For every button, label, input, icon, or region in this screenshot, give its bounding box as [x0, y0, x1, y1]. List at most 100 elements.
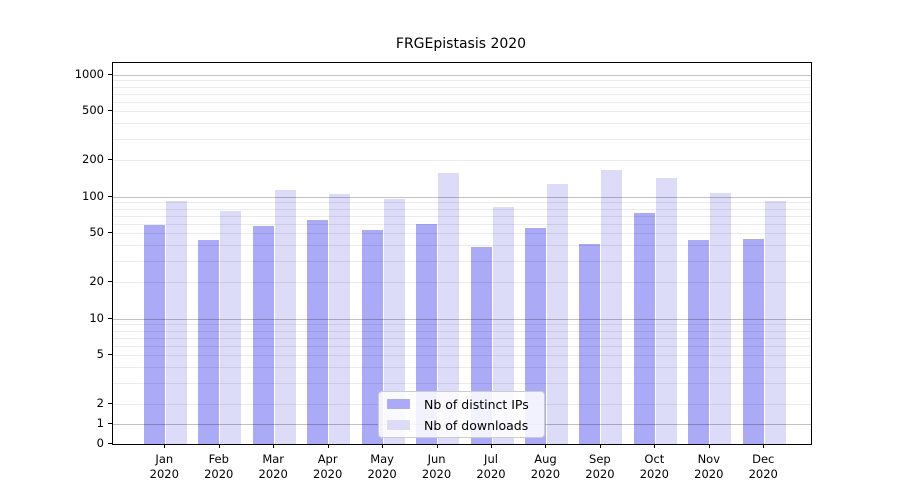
x-tick-mark [382, 444, 384, 448]
bar-downloads [601, 170, 623, 444]
x-tick-month: Feb [208, 452, 229, 466]
x-tick-year: 2020 [258, 467, 288, 481]
x-tick-mark [708, 444, 710, 448]
bar-downloads [165, 200, 187, 444]
y-tick-mark [108, 443, 112, 444]
legend-label: Nb of downloads [424, 417, 529, 433]
x-tick-month: Jun [427, 452, 446, 466]
y-tick-mark [108, 73, 112, 75]
bar-distinct-ips [252, 225, 274, 444]
x-tick-label: Apr 2020 [301, 452, 355, 482]
x-tick-month: Nov [697, 452, 721, 466]
x-tick-label: Nov 2020 [682, 452, 736, 482]
x-tick-year: 2020 [530, 467, 561, 481]
x-tick-year: 2020 [639, 467, 669, 481]
y-tick-mark [108, 110, 112, 112]
y-tick-label: 10 [89, 310, 104, 325]
y-tick-label: 0 [96, 436, 104, 450]
gridline-minor [113, 223, 811, 225]
gridline-minor [113, 93, 811, 95]
bar-distinct-ips [633, 213, 655, 444]
y-tick-mark [108, 423, 112, 424]
x-tick-month: Mar [262, 452, 285, 466]
bar-downloads [764, 201, 786, 444]
bar-distinct-ips [198, 240, 220, 444]
x-tick-label: Sep 2020 [573, 452, 627, 482]
x-tick-label: Jan 2020 [137, 452, 191, 482]
bar-distinct-ips [688, 240, 710, 444]
legend: Nb of distinct IPs Nb of downloads [378, 391, 545, 438]
y-tick-mark [108, 317, 112, 319]
y-tick-mark [108, 354, 112, 356]
legend-item: Nb of downloads [379, 416, 544, 434]
x-tick-label: Mar 2020 [246, 452, 300, 482]
y-tick-label: 1000 [74, 66, 104, 81]
legend-label: Nb of distinct IPs [424, 396, 529, 412]
x-tick-mark [763, 444, 765, 448]
x-tick-month: Apr [317, 452, 338, 466]
y-tick-mark [108, 403, 112, 404]
legend-item: Nb of distinct IPs [379, 395, 544, 413]
x-tick-year: 2020 [694, 467, 724, 481]
gridline-minor [113, 233, 811, 235]
x-tick-month: Aug [534, 452, 557, 466]
x-tick-month: Jul [484, 452, 498, 466]
x-tick-month: Jan [155, 452, 174, 466]
chart-title: FRGEpistasis 2020 [395, 36, 527, 52]
bar-distinct-ips [579, 243, 601, 444]
gridline-minor [113, 208, 811, 210]
bar-downloads [655, 178, 677, 444]
gridline-minor [113, 202, 811, 204]
x-tick-label: Aug 2020 [518, 452, 572, 482]
x-tick-year: 2020 [585, 467, 615, 481]
x-tick-mark [218, 444, 220, 448]
bar-distinct-ips [307, 220, 329, 444]
y-tick-label: 1 [96, 416, 104, 430]
x-tick-label: Jun 2020 [410, 452, 464, 482]
x-tick-label: Jul 2020 [464, 452, 518, 482]
plot-area [112, 62, 812, 445]
y-tick-label: 500 [82, 103, 104, 118]
x-tick-label: Dec 2020 [736, 452, 790, 482]
gridline-minor [113, 101, 811, 103]
x-tick-year: 2020 [367, 467, 397, 481]
bar-downloads [546, 184, 568, 444]
x-tick-month: Oct [644, 452, 665, 466]
x-tick-month: Sep [589, 452, 611, 466]
x-tick-year: 2020 [421, 467, 452, 481]
y-tick-label: 200 [82, 152, 104, 166]
bar-downloads [438, 172, 460, 444]
x-tick-mark [164, 444, 166, 448]
y-tick-mark [108, 232, 112, 234]
gridline-minor [113, 111, 811, 113]
x-tick-year: 2020 [204, 467, 234, 481]
x-tick-year: 2020 [476, 467, 506, 481]
gridline-minor [113, 215, 811, 217]
legend-swatch [387, 420, 410, 430]
y-tick-label: 5 [96, 347, 104, 362]
x-tick-month: May [370, 452, 394, 466]
x-tick-year: 2020 [149, 467, 179, 481]
bar-distinct-ips [361, 230, 383, 444]
x-tick-mark [327, 444, 329, 448]
gridline-minor [113, 160, 811, 161]
y-tick-mark [108, 195, 112, 197]
bar-downloads [710, 192, 732, 444]
bar-distinct-ips [742, 239, 764, 444]
y-tick-mark [108, 159, 112, 160]
bar-downloads [492, 207, 514, 444]
x-tick-year: 2020 [313, 467, 343, 481]
gridline-minor [113, 138, 811, 140]
x-tick-label: Feb 2020 [192, 452, 246, 482]
x-tick-mark [273, 444, 275, 448]
bar-distinct-ips [416, 223, 438, 444]
x-tick-mark [545, 444, 547, 448]
y-tick-label: 50 [89, 225, 104, 240]
bar-distinct-ips [524, 228, 546, 444]
x-tick-mark [654, 444, 656, 448]
y-tick-label: 20 [89, 274, 104, 288]
x-tick-month: Dec [752, 452, 775, 466]
x-tick-label: Oct 2020 [627, 452, 681, 482]
bar-distinct-ips [143, 224, 165, 444]
